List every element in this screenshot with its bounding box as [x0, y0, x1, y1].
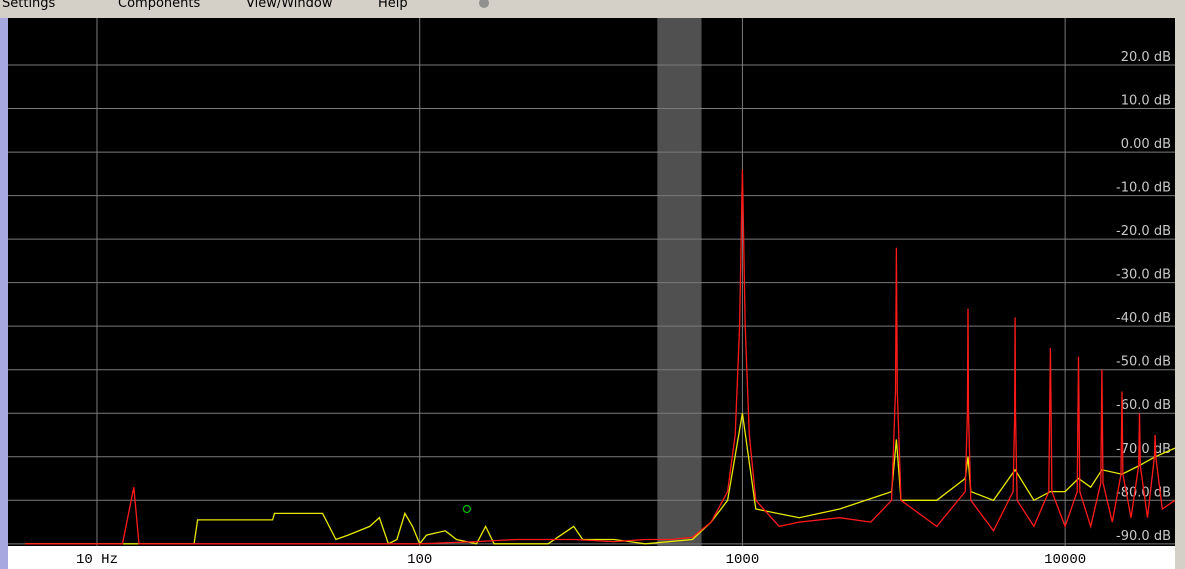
y-tick-label: -90.0 dB — [1116, 529, 1171, 544]
plot-area — [8, 18, 1175, 546]
left-border — [0, 18, 8, 569]
menu-item[interactable]: Components — [118, 0, 200, 11]
y-tick-label: 10.0 dB — [1121, 94, 1171, 109]
menu-item[interactable]: Help — [378, 0, 408, 11]
y-tick-label: 20.0 dB — [1121, 50, 1171, 65]
cursor-marker — [462, 504, 471, 514]
trace — [25, 169, 1176, 545]
y-tick-label: -60.0 dB — [1116, 398, 1171, 413]
highlight-band — [657, 18, 702, 546]
menu-item[interactable]: View/Window — [246, 0, 333, 11]
y-tick-label: -70.0 dB — [1116, 442, 1171, 457]
x-axis-strip — [8, 546, 1175, 569]
y-tick-label: -50.0 dB — [1116, 355, 1171, 370]
x-tick-label: 100 — [407, 552, 432, 568]
x-tick-label: 10 Hz — [76, 552, 118, 568]
y-tick-label: -40.0 dB — [1116, 311, 1171, 326]
menu-item[interactable]: Settings — [2, 0, 56, 11]
y-tick-label: 0.00 dB — [1121, 137, 1171, 152]
menu-bar — [0, 0, 1185, 18]
y-tick-label: -20.0 dB — [1116, 224, 1171, 239]
right-border — [1175, 18, 1185, 569]
x-tick-label: 10000 — [1044, 552, 1086, 568]
trace — [25, 413, 1176, 546]
y-tick-label: -10.0 dB — [1116, 181, 1171, 196]
y-tick-label: -30.0 dB — [1116, 268, 1171, 283]
x-tick-label: 1000 — [726, 552, 760, 568]
menu-icon — [479, 0, 489, 8]
